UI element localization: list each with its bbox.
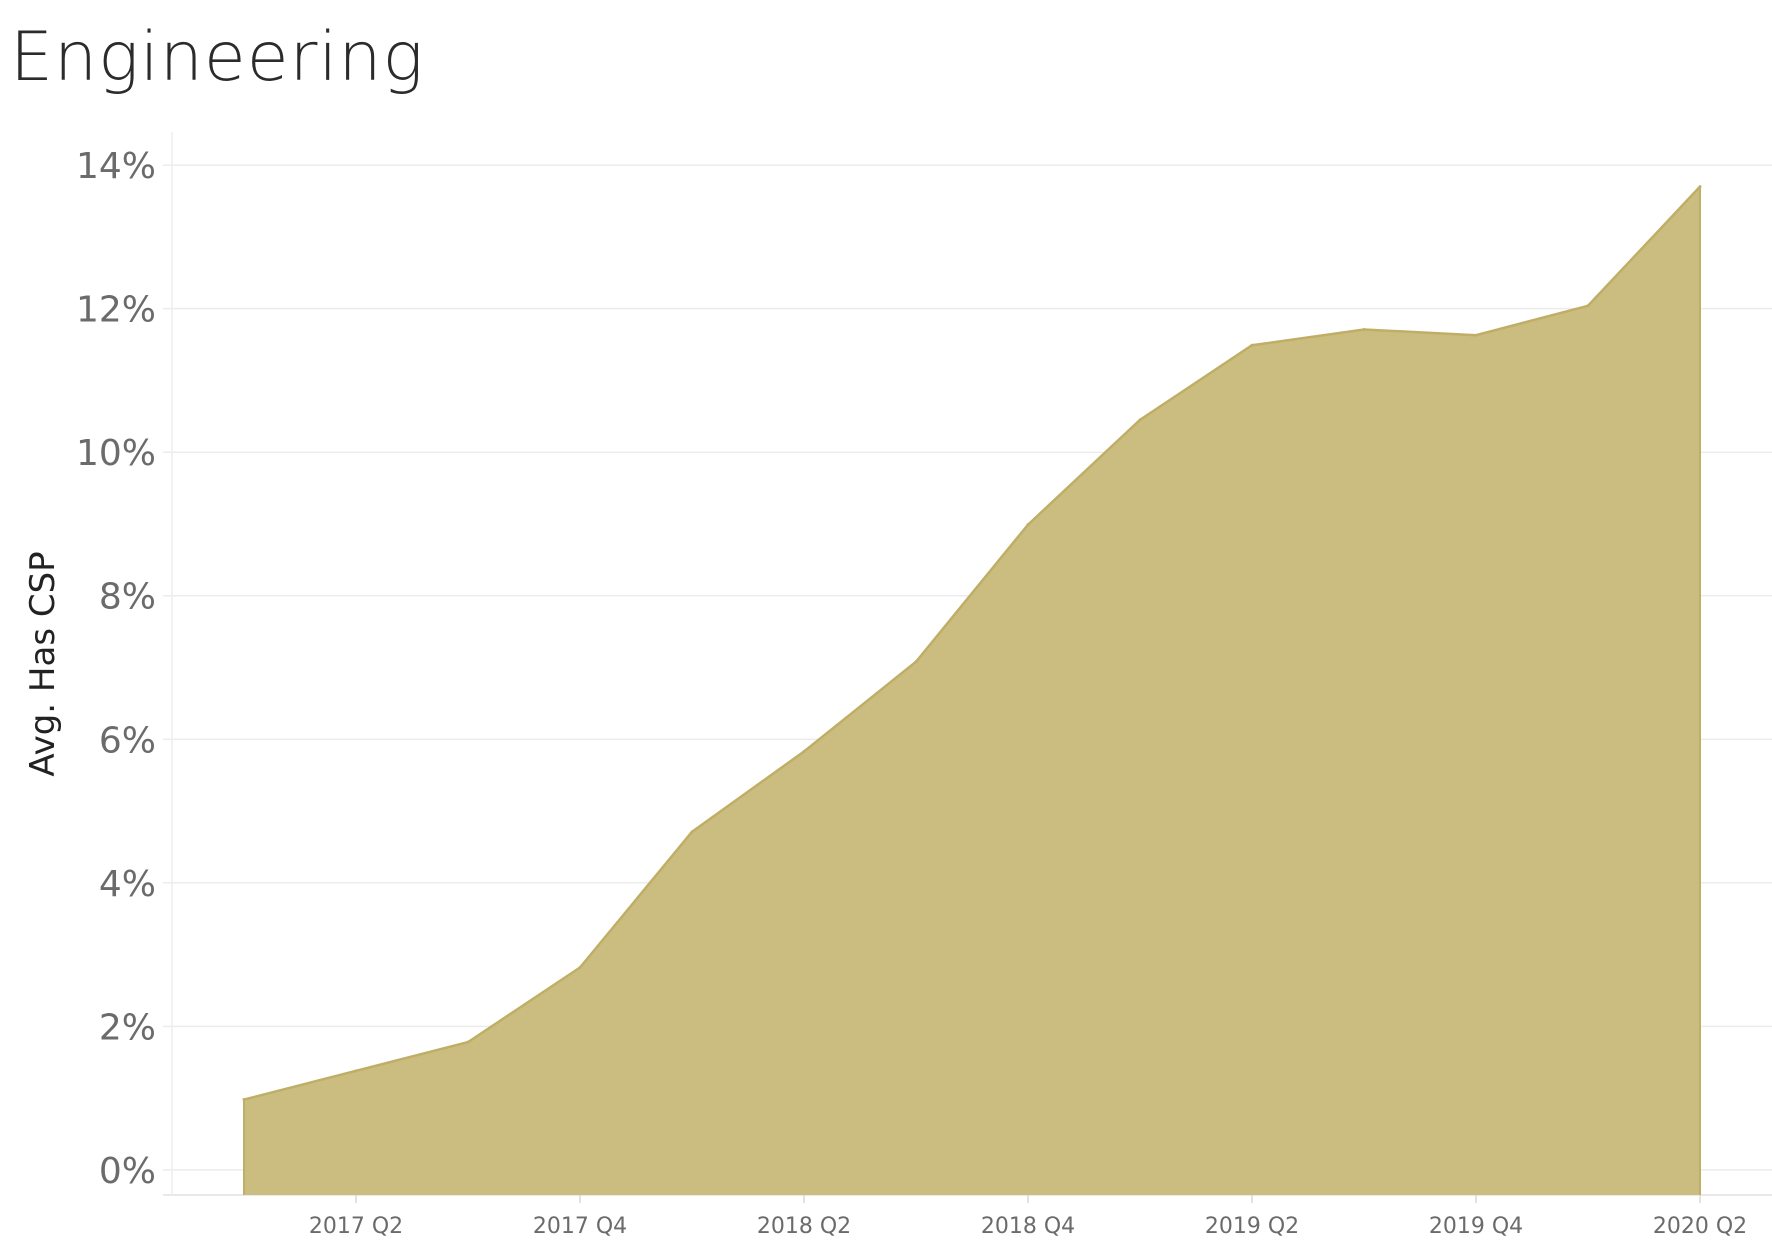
- data-point: [242, 1098, 246, 1102]
- x-tick-label: 2019 Q4: [1429, 1214, 1523, 1239]
- data-point: [1026, 523, 1030, 527]
- x-tick-label: 2020 Q2: [1653, 1214, 1747, 1239]
- data-point: [1474, 333, 1478, 337]
- chart-title: Engineering: [10, 18, 425, 97]
- x-axis-ticks: 2017 Q2 2017 Q4 2018 Q2 2018 Q4 2019 Q2 2019 …: [309, 1195, 1747, 1239]
- x-tick-label: 2019 Q2: [1205, 1214, 1299, 1239]
- data-point: [914, 660, 918, 664]
- x-tick-label: 2018 Q4: [981, 1214, 1075, 1239]
- x-tick-label: 2018 Q2: [757, 1214, 851, 1239]
- x-tick-label: 2017 Q4: [533, 1214, 627, 1239]
- area-fill: [244, 186, 1700, 1195]
- data-point: [1250, 343, 1254, 347]
- y-tick-label: 4%: [99, 864, 156, 905]
- data-point: [1698, 185, 1702, 189]
- data-point: [354, 1069, 358, 1073]
- y-tick-label: 12%: [76, 290, 156, 331]
- y-tick-label: 0%: [99, 1151, 156, 1192]
- data-point: [578, 965, 582, 969]
- data-point: [690, 830, 694, 834]
- y-tick-label: 8%: [99, 577, 156, 618]
- x-tick-label: 2017 Q2: [309, 1214, 403, 1239]
- data-point: [1586, 304, 1590, 308]
- data-point: [1362, 327, 1366, 331]
- data-point: [802, 749, 806, 753]
- y-tick-label: 14%: [76, 146, 156, 187]
- y-tick-label: 6%: [99, 720, 156, 761]
- data-point: [466, 1040, 470, 1044]
- data-point: [1138, 418, 1142, 422]
- y-tick-label: 2%: [99, 1007, 156, 1048]
- y-tick-label: 10%: [76, 433, 156, 474]
- area-series: [242, 185, 1702, 1195]
- y-axis-ticks: 0% 2% 4% 6% 8% 10% 12% 14%: [76, 146, 156, 1192]
- y-axis-label: Avg. Has CSP: [23, 551, 63, 776]
- area-line: [243, 185, 1701, 1101]
